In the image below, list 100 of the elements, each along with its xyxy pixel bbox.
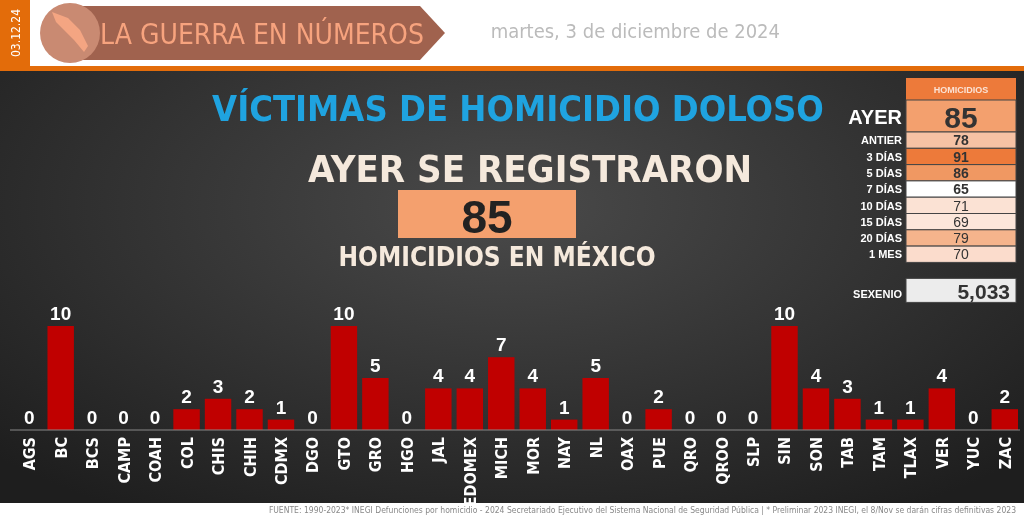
data-label: 2 [999,386,1011,408]
bar [802,388,830,430]
data-label: 0 [716,407,727,428]
x-tick-label: JAL [429,437,449,464]
x-tick-label: GRO [366,437,386,473]
category-label: ANTIER [861,134,903,147]
bar [582,378,609,430]
text: 03.12.24 [9,8,23,58]
x-tick-label: PUE [649,437,669,470]
x-tick-label: QROO [712,437,732,485]
x-tick-label: NL [586,437,606,459]
bar [991,409,1018,430]
data-label: 4 [464,365,476,387]
category-label: 5 DÍAS [866,166,902,179]
text: martes, 3 de diciembre de 2024 [490,19,780,43]
data-label: 4 [936,365,948,387]
bar [456,388,484,430]
data-label: 0 [118,407,129,428]
data-label: 10 [333,303,355,324]
bar [425,388,452,430]
data-label: 3 [842,375,853,397]
text: LA GUERRA EN NÚMEROS [100,17,424,51]
bar [47,326,74,430]
bar [519,388,546,430]
data-label: 0 [747,407,759,428]
bar [834,398,861,430]
data-label: 2 [181,386,192,408]
x-tick-label: CDMX [271,437,291,485]
data-label: 78 [953,132,969,149]
x-tick-label: BC [51,437,71,459]
data-label: 85 [944,101,978,134]
x-tick-label: OAX [618,437,638,472]
x-tick-label: TLAX [901,437,921,479]
data-label: 71 [953,197,969,214]
bar [362,378,389,430]
data-label: 2 [653,386,664,408]
data-label: 5 [590,355,602,376]
data-label: 1 [905,396,917,418]
category-label: AYER [848,106,903,128]
data-label: 0 [23,407,35,428]
data-label: 3 [212,375,224,397]
data-label: 2 [244,386,255,408]
bar [204,398,232,430]
data-label: 5 [370,355,382,376]
x-tick-label: DGO [303,437,323,473]
data-label: 0 [621,407,633,428]
data-label: 4 [527,365,539,387]
data-label: 0 [307,407,318,428]
data-label: 70 [953,246,969,263]
x-tick-label: QRO [681,437,701,473]
bar [645,409,672,430]
x-tick-label: MICH [492,437,512,480]
bar [771,326,798,430]
category-label: 20 DÍAS [860,232,902,245]
bar [173,409,200,430]
x-tick-label: VER [932,437,952,470]
category-label: 1 MES [868,248,902,261]
x-tick-label: COAH [146,437,166,483]
data-label: 10 [773,303,796,324]
x-tick-label: CHIS [209,437,229,476]
data-label: 69 [953,213,969,230]
data-label: 4 [433,365,445,387]
text: HOMICIDIOS EN MÉXICO [338,241,656,272]
bar [928,388,956,430]
data-label: 0 [86,407,98,428]
x-tick-label: GTO [334,437,354,471]
data-label: 1 [873,396,885,418]
category-label: SEXENIO [853,288,903,301]
x-tick-label: MOR [523,437,543,475]
text: 85 [461,191,513,243]
x-tick-label: CAMP [114,437,134,484]
x-tick-label: COL [177,437,197,469]
x-tick-label: BCS [83,437,103,470]
data-label: 0 [684,407,696,428]
data-label: 5,033 [957,280,1010,304]
x-tick-label: SIN [775,437,795,465]
category-label: 7 DÍAS [866,183,902,196]
data-label: 0 [968,407,979,428]
x-tick-label: HGO [397,437,417,474]
data-label: 7 [495,334,507,356]
bar [236,409,263,430]
data-label: 65 [953,181,969,198]
bar [330,326,358,430]
x-tick-label: CHIH [240,437,260,478]
category-label: 10 DÍAS [860,199,902,212]
x-tick-label: SLP [744,437,764,468]
data-label: 4 [810,365,822,387]
data-label: 1 [558,396,570,418]
x-tick-label: TAB [838,437,858,468]
category-label: 15 DÍAS [860,215,902,228]
category-label: 3 DÍAS [866,150,902,163]
x-tick-label: NAY [555,436,575,470]
data-label: 91 [953,148,969,165]
x-tick-label: YUC [964,437,984,471]
data-label: 10 [50,303,72,324]
bar [488,357,515,430]
chart-subtitle: AYER SE REGISTRARON [307,147,753,191]
data-label: 0 [401,407,413,428]
source-note: FUENTE: 1990-2023* INEGI Defunciones por homicidio - 2024 Secretariado Ejecutivo del Sistema Nacional de Seguridad Pública | * Preliminar 2023 INEGI, el 8/Nov se darán cifras definitivas 2023 [268,505,1017,515]
x-tick-label: SON [806,437,826,472]
